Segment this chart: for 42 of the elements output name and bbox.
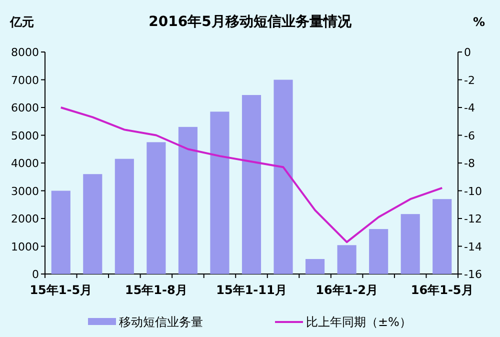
line-series	[60, 106, 444, 244]
bar	[369, 229, 388, 274]
y2-tick-label: -12	[464, 212, 482, 226]
y2-axis-title: %	[473, 15, 486, 29]
y-axis-title: 亿元	[9, 15, 34, 29]
bar	[306, 259, 325, 274]
chart-title: 2016年5月移动短信业务量情况	[148, 14, 352, 30]
x-tick-label: 15年1-11月	[216, 283, 287, 297]
y-tick-label: 4000	[11, 157, 39, 170]
y2-tick-label: -2	[464, 74, 475, 87]
y2-tick-label: -6	[464, 129, 475, 142]
legend-label: 比上年同期（±%）	[306, 315, 412, 329]
y2-tick-label: -10	[464, 184, 482, 198]
y2-tick-label: -16	[464, 268, 482, 281]
x-tick-label: 15年1-5月	[30, 283, 92, 297]
bar	[210, 112, 230, 274]
y2-tick-label: -8	[464, 157, 475, 170]
y2-tick-label: -14	[464, 240, 482, 254]
bar	[242, 95, 262, 274]
y-tick-label: 5000	[11, 129, 39, 142]
bar	[274, 80, 293, 274]
x-tick-label: 16年1-2月	[316, 283, 378, 297]
bar	[400, 214, 420, 274]
y-tick-label: 2000	[11, 212, 39, 226]
y-tick-label: 7000	[11, 74, 39, 87]
bar	[114, 158, 134, 274]
y2-tick-label: -4	[464, 102, 475, 114]
y-tick-label: 3000	[11, 184, 39, 198]
legend-label: 移动短信业务量	[119, 315, 203, 329]
bar	[146, 142, 166, 274]
y-tick-label: 6000	[11, 102, 39, 114]
bar	[178, 126, 198, 274]
x-tick-label: 16年1-5月	[410, 283, 474, 297]
y-tick-label: 1000	[11, 240, 39, 254]
y2-tick-label: 0	[464, 46, 471, 59]
bar	[51, 190, 70, 274]
y-tick-label: 0	[32, 268, 39, 281]
x-tick-label: 15年1-8月	[124, 283, 188, 297]
y-tick-label: 8000	[11, 46, 39, 59]
bar	[337, 245, 356, 274]
bar	[83, 174, 102, 274]
bar	[432, 199, 452, 274]
